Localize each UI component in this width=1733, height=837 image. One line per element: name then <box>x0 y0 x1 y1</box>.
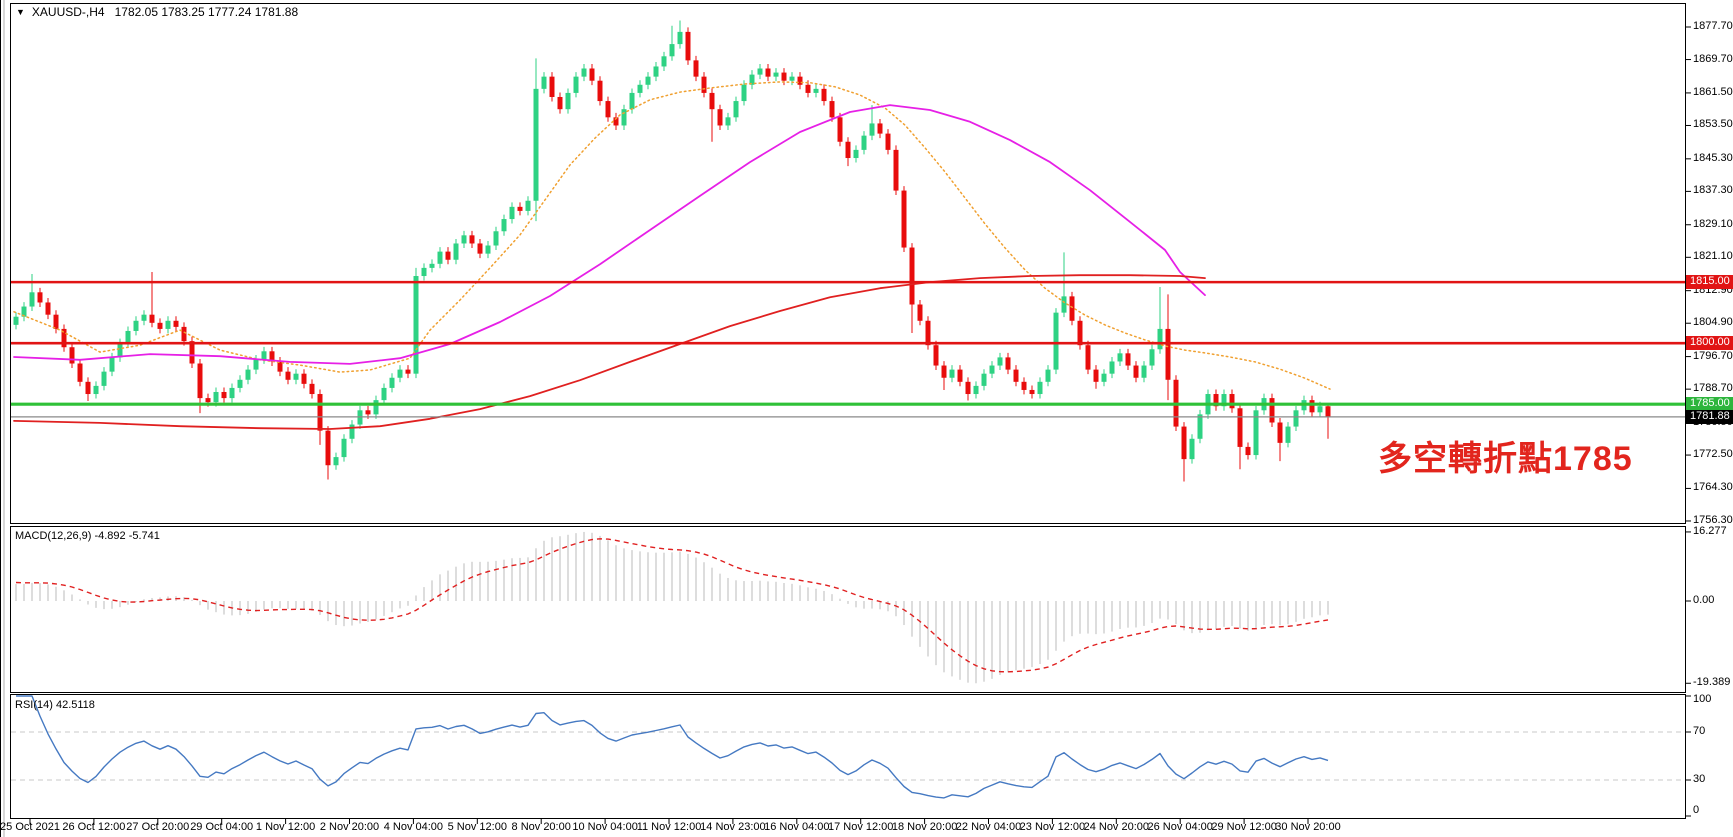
price-axis-label: 1796.70 <box>1693 349 1733 362</box>
rsi-line <box>16 695 1329 799</box>
price-axis-label: 1788.70 <box>1693 382 1733 395</box>
price-axis-label: 1861.50 <box>1693 85 1733 98</box>
date-axis-label: 26 Nov 04:00 <box>1147 821 1213 833</box>
candlestick-series <box>13 20 1331 482</box>
date-axis-label: 2 Nov 20:00 <box>319 821 380 833</box>
macd-panel-frame <box>10 526 1686 693</box>
rsi-axis-label: 100 <box>1693 693 1712 705</box>
price-axis-label: 1845.30 <box>1693 151 1733 164</box>
price-axis-label: 1869.70 <box>1693 52 1733 65</box>
price-axis-label: 1829.10 <box>1693 217 1733 230</box>
rsi-axis-label: 30 <box>1693 773 1706 785</box>
date-axis-label: 22 Nov 04:00 <box>955 821 1022 833</box>
date-axis-label: 24 Nov 20:00 <box>1083 821 1150 833</box>
date-axis-label: 14 Nov 23:00 <box>700 821 766 833</box>
date-axis-label: 23 Nov 12:00 <box>1019 821 1086 833</box>
price-badge-1781.88: 1781.88 <box>1686 409 1733 424</box>
rsi-level-lines <box>11 731 1685 781</box>
price-axis-label: 1756.30 <box>1693 513 1733 526</box>
rsi-panel-frame <box>10 694 1686 819</box>
price-axis-label: 1877.70 <box>1693 20 1733 32</box>
date-axis-label: 4 Nov 04:00 <box>383 821 444 833</box>
price-badge-1800.00: 1800.00 <box>1686 336 1733 351</box>
date-axis-label: 10 Nov 04:00 <box>572 821 638 833</box>
rsi-axis-label: 0 <box>1693 804 1700 816</box>
ma-mid-magenta <box>13 104 1206 365</box>
rsi-indicator-label: RSI(14) 42.5118 <box>15 699 95 711</box>
date-axis-label: 30 Nov 20:00 <box>1275 821 1341 833</box>
axis-ticks <box>29 26 1691 824</box>
date-axis-label: 27 Oct 20:00 <box>126 821 190 833</box>
macd-indicator-label: MACD(12,26,9) -4.892 -5.741 <box>15 530 160 542</box>
price-axis-label: 1772.50 <box>1693 448 1733 461</box>
macd-histogram <box>15 531 1329 684</box>
annotation-text: 多空轉折點1785 <box>1378 440 1633 478</box>
price-axis-label: 1764.30 <box>1693 481 1733 494</box>
price-badge-1785.00: 1785.00 <box>1686 397 1733 412</box>
symbol-period-label: XAUUSD-,H4 <box>31 5 105 19</box>
ma-fast-orange <box>13 81 1331 390</box>
chart-title: ▼ XAUUSD-,H4 1782.05 1783.25 1777.24 1781.… <box>16 5 298 19</box>
date-axis-label: 5 Nov 12:00 <box>447 821 507 833</box>
collapse-triangle-icon[interactable]: ▼ <box>16 7 25 17</box>
date-axis-label: 29 Nov 12:00 <box>1211 821 1277 833</box>
macd-axis-label: -19.389 <box>1693 676 1731 689</box>
rsi-axis-label: 70 <box>1693 725 1706 737</box>
date-axis-label: 1 Nov 12:00 <box>255 821 316 833</box>
date-axis-label: 11 Nov 12:00 <box>636 821 702 833</box>
price-axis-label: 1804.90 <box>1693 316 1733 329</box>
date-axis-label: 25 Oct 2021 <box>0 821 60 833</box>
macd-axis-label: 0.00 <box>1693 594 1715 606</box>
date-axis-label: 18 Nov 20:00 <box>891 821 958 833</box>
price-axis-label: 1837.30 <box>1693 184 1733 197</box>
ohlc-values-label: 1782.05 1783.25 1777.24 1781.88 <box>114 5 299 19</box>
date-axis-label: 17 Nov 12:00 <box>827 821 894 833</box>
macd-signal-line <box>15 538 1329 673</box>
date-axis-label: 16 Nov 04:00 <box>764 821 830 833</box>
price-panel-frame <box>10 3 1686 524</box>
price-badge-1815.00: 1815.00 <box>1686 275 1733 290</box>
macd-axis-label: 16.277 <box>1693 524 1727 537</box>
date-axis-label: 8 Nov 20:00 <box>511 821 571 833</box>
date-axis-label: 26 Oct 12:00 <box>62 821 126 833</box>
date-axis-label: 29 Oct 04:00 <box>190 821 254 833</box>
price-axis-label: 1821.10 <box>1693 250 1733 263</box>
price-axis-label: 1853.50 <box>1693 118 1733 131</box>
